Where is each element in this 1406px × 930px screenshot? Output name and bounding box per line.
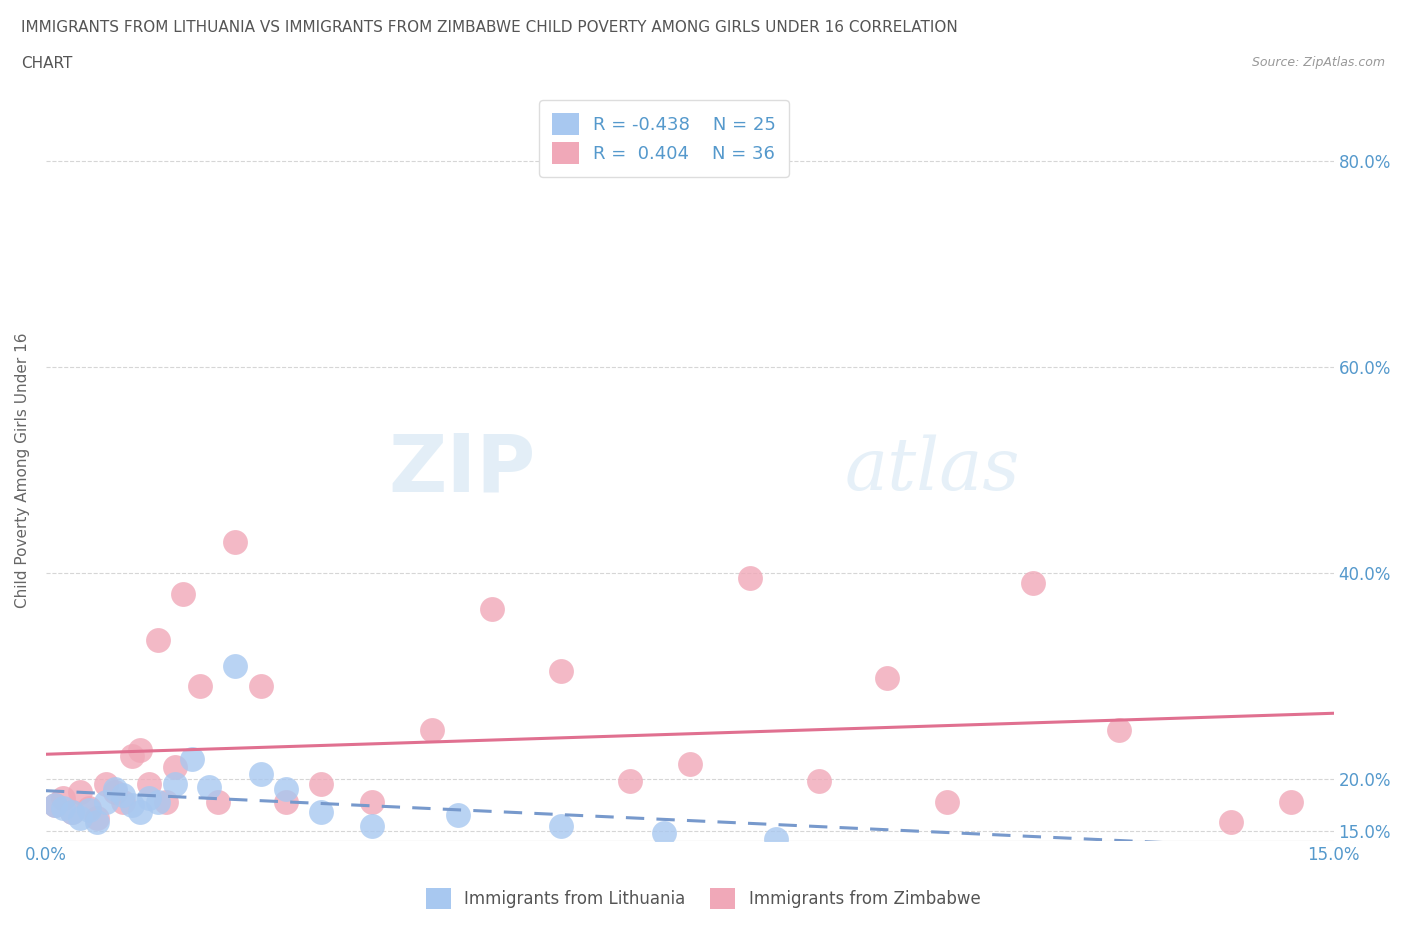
Text: atlas: atlas (845, 434, 1019, 505)
Point (86, 811, 108, 826)
Point (77, 803, 100, 817)
Point (420, 723, 443, 737)
Point (207, 794, 229, 809)
Point (94, 794, 117, 809)
Text: CHART: CHART (21, 56, 73, 71)
Text: Source: ZipAtlas.com: Source: ZipAtlas.com (1251, 56, 1385, 69)
Point (121, 749, 143, 764)
Y-axis label: Child Poverty Among Girls Under 16: Child Poverty Among Girls Under 16 (15, 332, 30, 607)
Point (652, 825, 675, 840)
Point (936, 794, 959, 809)
Point (876, 671, 898, 685)
Point (146, 632, 169, 647)
Point (60, 804, 83, 819)
Point (309, 777, 332, 791)
Point (69, 784, 91, 799)
Point (447, 808, 470, 823)
Point (249, 679, 271, 694)
Point (104, 784, 127, 799)
Point (44, 797, 66, 812)
Point (1219, 815, 1241, 830)
Point (52, 801, 75, 816)
Point (163, 777, 186, 791)
Point (481, 602, 503, 617)
Point (309, 804, 332, 819)
Point (52, 790, 75, 805)
Point (738, 571, 761, 586)
Point (138, 777, 160, 791)
Point (1279, 794, 1302, 809)
Point (163, 759, 186, 774)
Point (249, 766, 271, 781)
Point (69, 811, 91, 826)
Legend: R = -0.438    N = 25, R =  0.404    N = 36: R = -0.438 N = 25, R = 0.404 N = 36 (540, 100, 789, 177)
Point (129, 743, 152, 758)
Point (44, 797, 66, 812)
Point (190, 679, 212, 694)
Point (550, 818, 572, 833)
Point (172, 586, 194, 601)
Point (224, 658, 246, 673)
Point (180, 751, 202, 766)
Point (77, 801, 100, 816)
Point (276, 782, 298, 797)
Point (224, 535, 246, 550)
Point (1022, 576, 1045, 591)
Point (198, 780, 221, 795)
Point (112, 794, 135, 809)
Point (121, 797, 143, 812)
Point (155, 794, 177, 809)
Point (619, 774, 641, 789)
Point (146, 794, 169, 809)
Point (94, 777, 117, 791)
Point (765, 831, 787, 846)
Point (550, 663, 572, 678)
Text: ZIP: ZIP (388, 431, 536, 509)
Point (679, 756, 702, 771)
Point (807, 774, 830, 789)
Point (60, 804, 83, 819)
Point (86, 815, 108, 830)
Point (138, 790, 160, 805)
Point (129, 804, 152, 819)
Point (104, 782, 127, 797)
Point (276, 794, 298, 809)
Point (112, 787, 135, 802)
Legend: Immigrants from Lithuania, Immigrants from Zimbabwe: Immigrants from Lithuania, Immigrants fr… (418, 880, 988, 917)
Point (1108, 723, 1130, 737)
Point (361, 818, 384, 833)
Point (361, 794, 384, 809)
Text: IMMIGRANTS FROM LITHUANIA VS IMMIGRANTS FROM ZIMBABWE CHILD POVERTY AMONG GIRLS : IMMIGRANTS FROM LITHUANIA VS IMMIGRANTS … (21, 20, 957, 35)
